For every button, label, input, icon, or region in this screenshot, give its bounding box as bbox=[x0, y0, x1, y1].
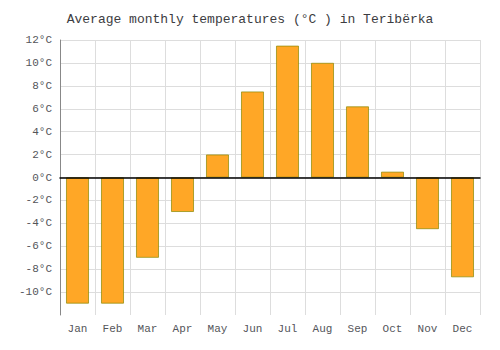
svg-text:6°C: 6°C bbox=[32, 103, 52, 115]
svg-text:-10°C: -10°C bbox=[19, 286, 52, 298]
svg-text:Mar: Mar bbox=[138, 323, 158, 335]
svg-text:0°C: 0°C bbox=[32, 172, 52, 184]
svg-text:-2°C: -2°C bbox=[26, 194, 53, 206]
svg-text:Apr: Apr bbox=[173, 323, 193, 335]
svg-text:Jun: Jun bbox=[243, 323, 263, 335]
svg-text:12°C: 12°C bbox=[26, 34, 53, 46]
svg-text:-6°C: -6°C bbox=[26, 240, 53, 252]
svg-text:Average monthly temperatures (: Average monthly temperatures (°C ) in Te… bbox=[67, 12, 434, 27]
svg-text:Jul: Jul bbox=[278, 323, 298, 335]
svg-text:Jan: Jan bbox=[68, 323, 88, 335]
svg-text:Nov: Nov bbox=[418, 323, 438, 335]
svg-text:Dec: Dec bbox=[453, 323, 473, 335]
svg-text:Aug: Aug bbox=[313, 323, 333, 335]
svg-text:Oct: Oct bbox=[383, 323, 403, 335]
svg-text:May: May bbox=[208, 323, 228, 335]
svg-text:Feb: Feb bbox=[103, 323, 123, 335]
svg-text:2°C: 2°C bbox=[32, 149, 52, 161]
svg-text:-8°C: -8°C bbox=[26, 263, 53, 275]
svg-text:8°C: 8°C bbox=[32, 80, 52, 92]
svg-text:4°C: 4°C bbox=[32, 126, 52, 138]
svg-text:10°C: 10°C bbox=[26, 57, 53, 69]
svg-text:-4°C: -4°C bbox=[26, 217, 53, 229]
svg-text:Sep: Sep bbox=[348, 323, 368, 335]
